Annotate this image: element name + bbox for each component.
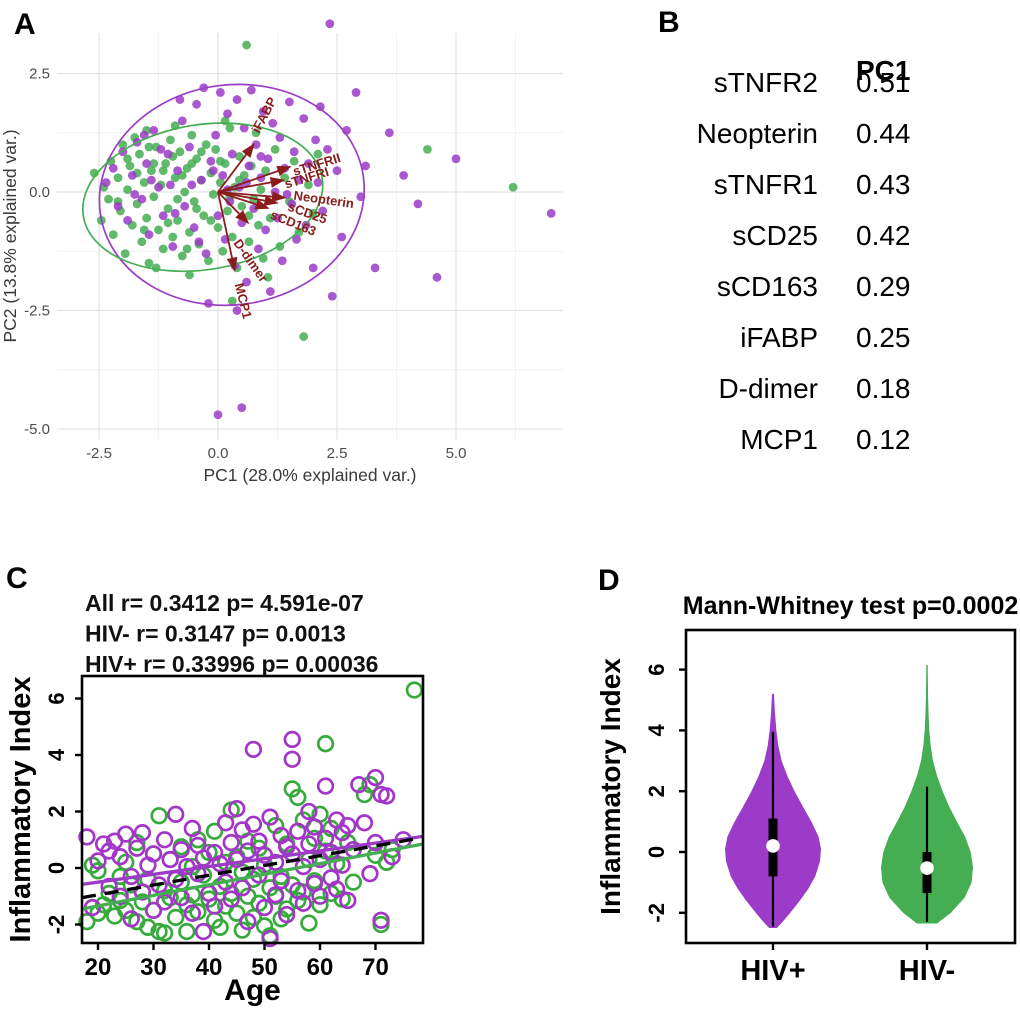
y-tick-label: 2 — [644, 785, 669, 797]
loading-label: iFABP — [248, 94, 279, 135]
table-row: sCD25 0.42 — [650, 220, 950, 252]
loading-value: 0.43 — [856, 169, 911, 200]
biomarker-name: MCP1 — [740, 424, 818, 455]
loading-value: 0.44 — [856, 118, 911, 149]
biomarker-name: D-dimer — [718, 373, 818, 404]
correlation-title-line: HIV+ r= 0.33996 p= 0.00036 — [85, 651, 378, 677]
y-tick-label: 0 — [644, 846, 669, 858]
table-header-pc1: PC1 — [856, 55, 911, 86]
age-scatter-panel: All r= 0.3412 p= 4.591e-07 HIV- r= 0.3147… — [5, 562, 425, 1007]
panel-label-c: C — [6, 562, 28, 595]
y-tick-label: -2.5 — [24, 303, 50, 320]
loading-value: 0.51 — [856, 67, 911, 98]
biomarker-name: sCD25 — [732, 220, 818, 251]
plot-border — [80, 674, 425, 945]
y-tick-label: 0.0 — [29, 184, 50, 201]
hiv-neg-circles — [78, 681, 424, 945]
hiv-pos-ellipse — [98, 83, 366, 307]
panel-label-a: A — [14, 8, 36, 41]
loading-value: 0.42 — [856, 220, 911, 251]
regression-line — [81, 834, 424, 887]
y-axis-title: Inflammatory Index — [595, 658, 626, 915]
plot-border — [684, 628, 1017, 945]
y-tick-label: 6 — [44, 692, 69, 704]
y-tick-label: 4 — [644, 724, 669, 737]
panel-title: Mann-Whitney test p=0.0002 — [683, 592, 1019, 620]
table-row: sTNFR2 0.51 — [650, 67, 950, 99]
y-tick-label: -2 — [44, 915, 69, 935]
y-tick-label: 2 — [44, 805, 69, 817]
x-tick-label: -2.5 — [86, 445, 112, 462]
pc1-loadings-panel: B PC1 sTNFR2 0.51 Neopterin 0.44 sTNFR1 0.43 s… — [650, 0, 950, 480]
loading-value: 0.25 — [856, 322, 911, 353]
biomarker-name: sTNFR1 — [713, 169, 818, 200]
table-row: sTNFR1 0.43 — [650, 169, 950, 201]
biomarker-name: iFABP — [740, 322, 818, 353]
category-label: HIV+ — [740, 955, 805, 987]
x-tick-label: 30 — [140, 954, 167, 981]
y-tick-label: -5.0 — [24, 421, 50, 438]
y-tick-label: -2 — [644, 903, 669, 923]
biomarker-name: Neopterin — [696, 118, 818, 149]
loading-value: 0.12 — [856, 424, 911, 455]
panel-label-d: D — [598, 564, 620, 597]
table-row: Neopterin 0.44 — [650, 118, 950, 150]
grid — [57, 33, 563, 440]
x-axis-title: PC1 (28.0% explained var.) — [203, 465, 416, 485]
regression-line — [81, 835, 424, 900]
y-tick-label: 6 — [644, 663, 669, 675]
loading-value: 0.29 — [856, 271, 911, 302]
x-tick-label: 70 — [362, 954, 389, 981]
violin-plot-panel: Mann-Whitney test p=0.0002 -2 0 2 4 6 HIV+ HIV-… — [595, 564, 1019, 987]
table-row: MCP1 0.12 — [650, 424, 950, 456]
x-axis-title: Age — [224, 974, 281, 1007]
x-tick-label: 60 — [307, 954, 334, 981]
pca-biplot-panel: iFABPsTNFRIIsTNFRINeopterinsCD25sCD163D-… — [0, 8, 563, 485]
category-label: HIV- — [899, 955, 955, 987]
panel-label-b: B — [658, 6, 680, 39]
correlation-title-line: HIV- r= 0.3147 p= 0.0013 — [85, 621, 346, 647]
y-axis-title: PC2 (13.8% explained var.) — [0, 129, 20, 342]
y-axis-title: Inflammatory Index — [5, 677, 37, 943]
x-tick-label: 2.5 — [327, 445, 348, 462]
x-tick-label: 40 — [196, 954, 223, 981]
median-dot — [766, 839, 780, 853]
hiv-neg-ellipse — [81, 122, 324, 273]
regression-line — [81, 842, 424, 911]
loading-value: 0.18 — [856, 373, 911, 404]
correlation-title-line: All r= 0.3412 p= 4.591e-07 — [85, 590, 364, 616]
y-tick-label: 0 — [44, 862, 69, 874]
y-tick-label: 2.5 — [29, 66, 50, 83]
x-tick-label: 20 — [85, 954, 112, 981]
table-row: sCD163 0.29 — [650, 271, 950, 303]
table-row: iFABP 0.25 — [650, 322, 950, 354]
biomarker-name: sTNFR2 — [713, 67, 818, 98]
x-tick-label: 0.0 — [208, 445, 229, 462]
x-tick-label: 50 — [251, 954, 278, 981]
biomarker-name: sCD163 — [716, 271, 818, 302]
hiv-pos-circles — [78, 730, 412, 948]
x-tick-label: 5.0 — [446, 445, 467, 462]
y-tick-label: 4 — [44, 748, 69, 761]
median-dot — [920, 861, 934, 875]
table-row: D-dimer 0.18 — [650, 373, 950, 405]
